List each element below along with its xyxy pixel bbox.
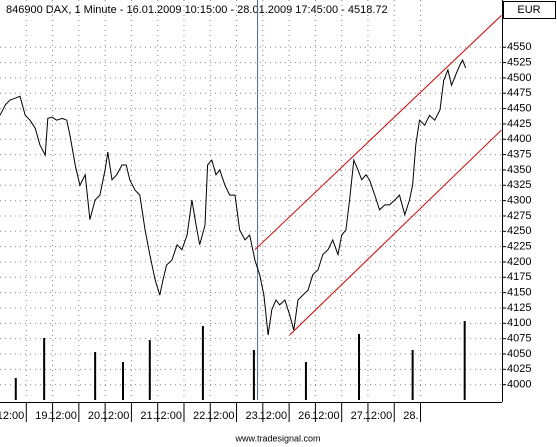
y-tick-label: 4300 — [507, 195, 531, 207]
y-tick-label: 4050 — [507, 348, 531, 360]
y-tick-label: 4025 — [507, 363, 531, 375]
x-tick-label: 12:00 — [365, 410, 393, 422]
x-tick-label: 23. — [246, 410, 261, 422]
y-tick-label: 4250 — [507, 225, 531, 237]
currency-box — [503, 1, 556, 19]
y-tick-label: 4275 — [507, 210, 531, 222]
x-tick-label: 12:00 — [102, 410, 130, 422]
x-tick-label: 12:00 — [207, 410, 235, 422]
x-tick-label: 22. — [193, 410, 208, 422]
y-tick-label: 4175 — [507, 271, 531, 283]
y-tick-label: 4475 — [507, 87, 531, 99]
footer: www.tradesignal.com — [234, 433, 320, 443]
currency: EUR — [517, 4, 540, 16]
x-tick-label: 27. — [351, 410, 366, 422]
y-tick-label: 4400 — [507, 133, 531, 145]
x-tick-label: 19. — [35, 410, 50, 422]
y-tick-label: 4100 — [507, 317, 531, 329]
y-tick-label: 4075 — [507, 333, 531, 345]
x-tick-label: 20. — [88, 410, 103, 422]
y-tick-label: 4325 — [507, 179, 531, 191]
y-tick-label: 4350 — [507, 164, 531, 176]
x-tick-label: 28. — [403, 410, 418, 422]
y-tick-label: 4200 — [507, 256, 531, 268]
y-tick-label: 4000 — [507, 379, 531, 391]
y-tick-label: 4150 — [507, 287, 531, 299]
chart-title: 846900 DAX, 1 Minute - 16.01.2009 10:15:… — [6, 4, 388, 16]
x-tick-label: 12:00 — [0, 410, 24, 422]
y-tick-label: 4125 — [507, 302, 531, 314]
y-tick-label: 4500 — [507, 72, 531, 84]
title-bg — [0, 2, 400, 18]
y-tick-label: 4425 — [507, 118, 531, 130]
y-tick-label: 4225 — [507, 241, 531, 253]
trendline — [254, 14, 502, 251]
y-tick-label: 4375 — [507, 149, 531, 161]
x-tick-label: 21. — [140, 410, 155, 422]
x-tick-label: 26. — [298, 410, 313, 422]
x-tick-label: 12:00 — [312, 410, 340, 422]
y-tick-label: 4550 — [507, 41, 531, 53]
y-tick-label: 4450 — [507, 102, 531, 114]
x-tick-label: 12:00 — [49, 410, 77, 422]
y-tick-label: 4525 — [507, 56, 531, 68]
trendline — [289, 129, 502, 336]
x-tick-label: 12:00 — [260, 410, 288, 422]
price-line — [0, 58, 467, 336]
x-tick-label: 12:00 — [154, 410, 182, 422]
